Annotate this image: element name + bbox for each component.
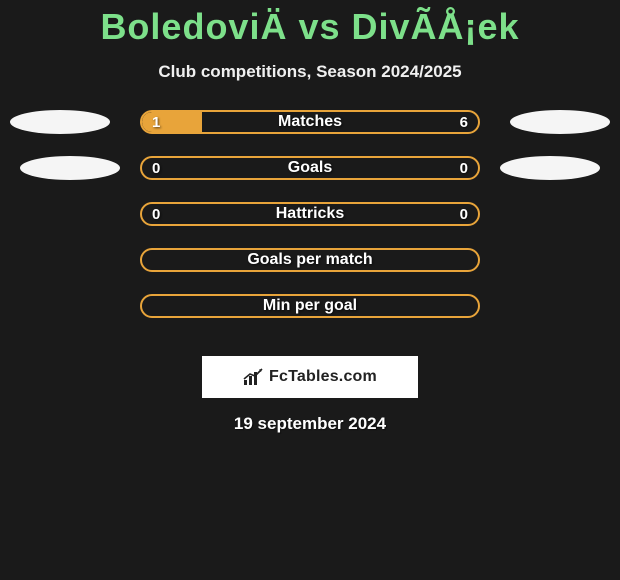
- page-title: BoledoviÄ vs DivÃÅ¡ek: [0, 0, 620, 48]
- stat-label: Min per goal: [263, 297, 357, 315]
- snapshot-date: 19 september 2024: [0, 414, 620, 434]
- stats-block: 1 6 Matches 0 0 Goals 0 0 Hattricks: [0, 110, 620, 340]
- stat-pill-hattricks: 0 0 Hattricks: [140, 202, 480, 226]
- stat-pill-mpg: Min per goal: [140, 294, 480, 318]
- stat-row: 0 0 Goals: [0, 156, 620, 202]
- player-avatar-right: [500, 156, 600, 180]
- stat-label: Hattricks: [276, 205, 344, 223]
- player-avatar-right: [510, 110, 610, 134]
- chart-icon: [243, 368, 265, 386]
- player-avatar-left: [10, 110, 110, 134]
- source-logo[interactable]: FcTables.com: [202, 356, 418, 398]
- stat-pill-goals: 0 0 Goals: [140, 156, 480, 180]
- stat-label: Matches: [278, 113, 342, 131]
- stat-label: Goals: [288, 159, 332, 177]
- stat-label: Goals per match: [247, 251, 372, 269]
- page-root: BoledoviÄ vs DivÃÅ¡ek Club competitions,…: [0, 0, 620, 580]
- stat-row: 0 0 Hattricks: [0, 202, 620, 248]
- player-avatar-left: [20, 156, 120, 180]
- stat-row: 1 6 Matches: [0, 110, 620, 156]
- stat-row: Min per goal: [0, 294, 620, 340]
- stat-pill-matches: 1 6 Matches: [140, 110, 480, 134]
- stat-row: Goals per match: [0, 248, 620, 294]
- page-subtitle: Club competitions, Season 2024/2025: [0, 62, 620, 82]
- stat-pill-gpm: Goals per match: [140, 248, 480, 272]
- source-logo-text: FcTables.com: [269, 368, 377, 386]
